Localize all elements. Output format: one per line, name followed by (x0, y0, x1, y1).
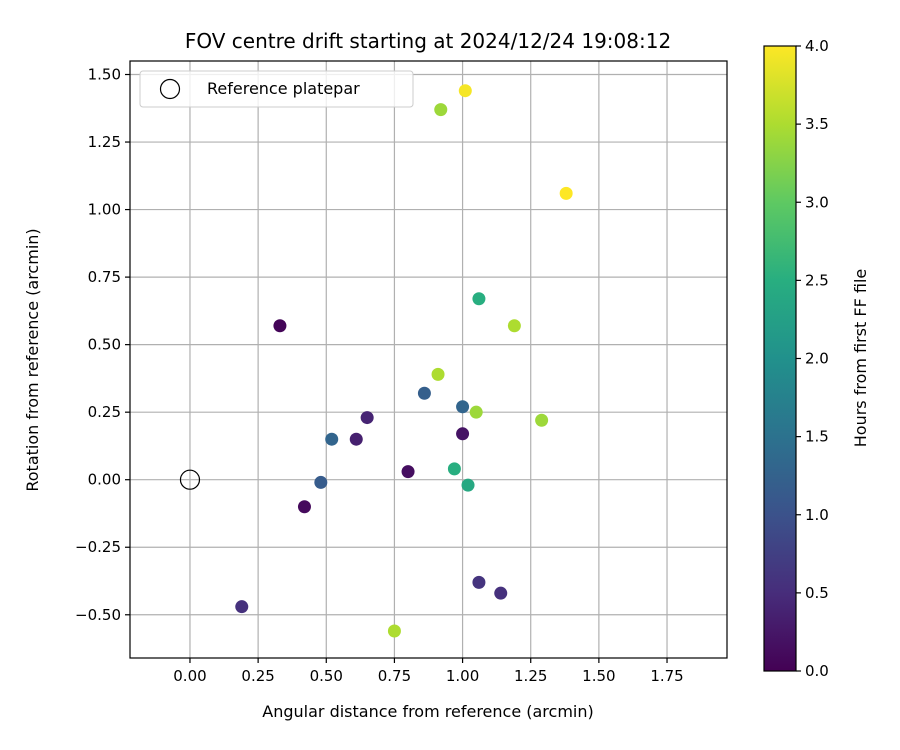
scatter-point (456, 427, 470, 441)
reference-marker (179, 469, 201, 490)
scatter-point (325, 432, 339, 446)
y-tick-label: 1.25 (88, 133, 121, 151)
chart-title: FOV centre drift starting at 2024/12/24 … (185, 29, 671, 53)
y-tick-label: 0.75 (88, 268, 121, 286)
x-tick-label: 1.25 (514, 667, 547, 685)
plot-frame (129, 60, 728, 659)
scatter-point (349, 432, 363, 446)
x-tick-label: 0.00 (173, 667, 206, 685)
x-axis-label: Angular distance from reference (arcmin) (262, 702, 593, 721)
x-tick-label: 1.75 (650, 667, 683, 685)
colorbar-tick-label: 4.0 (805, 37, 829, 55)
reference-platepar-point (179, 469, 201, 490)
scatter-point (434, 103, 448, 117)
scatter-point (461, 478, 475, 492)
scatter-points (235, 84, 573, 638)
scatter-point (458, 84, 472, 98)
y-tick-label: 0.50 (88, 336, 121, 354)
scatter-point (469, 405, 483, 419)
y-tick-label: 0.25 (88, 403, 121, 421)
legend-reference-marker (159, 78, 181, 100)
scatter-point (447, 462, 461, 476)
scatter-point (314, 475, 328, 489)
colorbar-tick-label: 2.0 (805, 350, 829, 368)
x-axis-ticks: 0.00 0.25 0.50 0.75 1.00 1.25 1.50 1.75 (173, 658, 684, 685)
colorbar-tick-label: 1.0 (805, 506, 829, 524)
scatter-point (297, 500, 311, 514)
y-axis-label: Rotation from reference (arcmin) (23, 228, 42, 491)
scatter-point (472, 575, 486, 589)
colorbar-gradient (763, 45, 797, 672)
grid (130, 61, 727, 658)
y-tick-label: 1.50 (88, 66, 121, 84)
scatter-point (273, 319, 287, 333)
colorbar-tick-label: 3.0 (805, 193, 829, 211)
x-tick-label: 1.00 (446, 667, 479, 685)
colorbar: 0.0 0.5 1.0 1.5 2.0 2.5 3.0 3.5 4.0 Hours from f… (763, 37, 870, 680)
legend-entry-reference: Reference platepar (207, 79, 360, 98)
y-tick-label: 1.00 (88, 201, 121, 219)
scatter-point (507, 319, 521, 333)
x-tick-label: 0.25 (241, 667, 274, 685)
scatter-point (387, 624, 401, 638)
scatter-point (401, 465, 415, 479)
scatter-point (472, 292, 486, 306)
colorbar-label: Hours from first FF file (851, 269, 870, 448)
x-tick-label: 0.75 (378, 667, 411, 685)
scatter-point (559, 186, 573, 200)
y-tick-label: 0.00 (88, 471, 121, 489)
scatter-point (360, 411, 374, 425)
colorbar-tick-label: 2.5 (805, 271, 829, 289)
colorbar-tick-label: 3.5 (805, 115, 829, 133)
legend: Reference platepar (139, 70, 414, 108)
legend-box (139, 70, 414, 108)
x-tick-label: 1.50 (582, 667, 615, 685)
y-tick-label: −0.25 (75, 538, 121, 556)
y-tick-label: −0.50 (75, 606, 121, 624)
scatter-point (417, 386, 431, 400)
scatter-point (456, 400, 470, 414)
scatter-point (431, 367, 445, 381)
scatter-point (235, 600, 249, 614)
y-axis-ticks: −0.50 −0.25 0.00 0.25 0.50 0.75 1.00 1.25 1.50 (75, 66, 130, 624)
colorbar-tick-label: 0.5 (805, 584, 829, 602)
scatter-point (535, 413, 549, 427)
scatter-point (494, 586, 508, 600)
colorbar-tick-label: 0.0 (805, 662, 829, 680)
x-tick-label: 0.50 (310, 667, 343, 685)
colorbar-ticks: 0.0 0.5 1.0 1.5 2.0 2.5 3.0 3.5 4.0 (796, 37, 829, 680)
colorbar-tick-label: 1.5 (805, 428, 829, 446)
